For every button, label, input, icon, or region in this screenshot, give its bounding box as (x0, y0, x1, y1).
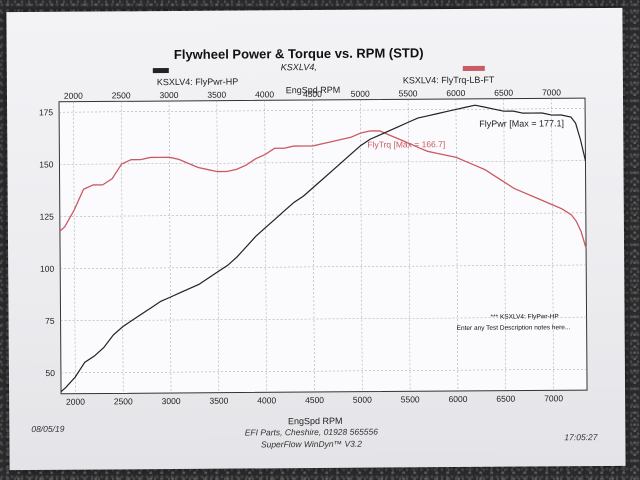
x-tick-bottom-4500: 4500 (305, 395, 324, 405)
x-tick-top-2500: 2500 (112, 90, 131, 100)
grid-line-x-2000 (73, 101, 76, 394)
grid-line-x-5000 (360, 99, 363, 392)
power-max-label: FlyPwr [Max = 177.1] (479, 118, 564, 129)
y-tick-100: 100 (40, 264, 55, 274)
notes-line-1: *** KSXLV4: FlyPwr-HP (491, 313, 559, 320)
x-tick-bottom-2500: 2500 (114, 396, 133, 406)
x-tick-bottom-3000: 3000 (162, 396, 181, 406)
x-ticks-bottom: 2000 2500 3000 3500 4000 4500 5000 5500 6000 6500… (66, 393, 563, 406)
grid-line-x-4500 (312, 100, 315, 393)
grid-line-x-6500 (503, 98, 507, 391)
bottom-axis-label: EngSpd RPM (288, 416, 343, 426)
x-tick-top-3000: 3000 (159, 90, 178, 100)
torque-max-label: FlyTrq [Max = 166.7] (367, 139, 445, 150)
x-tick-top-4000: 4000 (255, 89, 274, 99)
notes-line-2: Enter any Test Description notes here... (457, 324, 571, 332)
x-tick-top-6500: 6500 (494, 88, 513, 98)
x-tick-bottom-5500: 5500 (401, 394, 420, 404)
grid-line-x-3500 (216, 100, 220, 393)
footer-date: 08/05/19 (31, 424, 64, 434)
x-tick-top-4500: 4500 (303, 89, 322, 99)
legend-swatch-torque (462, 65, 485, 71)
legend-label-torque: KSXLV4: FlyTrq-LB-FT (403, 75, 495, 86)
series-line-power (60, 104, 587, 393)
y-tick-150: 150 (39, 159, 54, 169)
y-tick-50: 50 (45, 368, 55, 378)
y-ticks: 50 75 100 125 150 175 (39, 107, 55, 378)
grid-line-x-3000 (168, 101, 172, 394)
plot-area (58, 97, 588, 395)
y-tick-125: 125 (40, 212, 55, 222)
x-tick-top-5500: 5500 (399, 88, 418, 98)
grid-line-x-5500 (407, 99, 411, 392)
grid-line-x-2500 (120, 101, 124, 394)
x-tick-bottom-4000: 4000 (257, 395, 276, 405)
y-tick-175: 175 (39, 107, 54, 117)
grid-lines (59, 98, 587, 394)
grid-line-x-6000 (455, 99, 459, 392)
x-tick-bottom-7000: 7000 (544, 393, 563, 403)
footer-company: EFI Parts, Cheshire, 01928 565556 (245, 427, 379, 438)
x-tick-bottom-5000: 5000 (353, 395, 372, 405)
dyno-chart: Flywheel Power & Torque vs. RPM (STD) KS… (31, 45, 597, 450)
y-tick-75: 75 (45, 316, 55, 326)
legend-swatch-power (152, 68, 169, 74)
footer-software: SuperFlow WinDyn™ V3.2 (261, 439, 362, 450)
x-tick-bottom-6000: 6000 (449, 394, 468, 404)
x-tick-bottom-2000: 2000 (66, 397, 85, 407)
chart-subtitle: KSXLV4, (281, 62, 317, 72)
printout-page: Flywheel Power & Torque vs. RPM (STD) KS… (6, 7, 626, 471)
x-tick-top-5000: 5000 (351, 89, 370, 99)
x-tick-bottom-3500: 3500 (209, 396, 228, 406)
x-tick-top-6000: 6000 (446, 88, 465, 98)
chart-title: Flywheel Power & Torque vs. RPM (STD) (174, 45, 424, 62)
x-tick-bottom-6500: 6500 (496, 394, 515, 404)
top-axis-label: EngSpd RPM (286, 85, 341, 95)
grid-line-x-7000 (551, 98, 554, 391)
grid-line-x-4000 (264, 100, 267, 393)
x-tick-top-3500: 3500 (207, 90, 226, 100)
series-line-torque (59, 130, 587, 249)
legend-label-power: KSXLV4: FlyPwr-HP (157, 77, 238, 88)
x-ticks-top: 2000 2500 3000 3500 4000 4500 5000 5500 6000 6500… (64, 87, 561, 100)
x-tick-top-2000: 2000 (64, 91, 83, 101)
footer-time: 17:05:27 (564, 432, 597, 442)
x-tick-top-7000: 7000 (542, 87, 561, 97)
